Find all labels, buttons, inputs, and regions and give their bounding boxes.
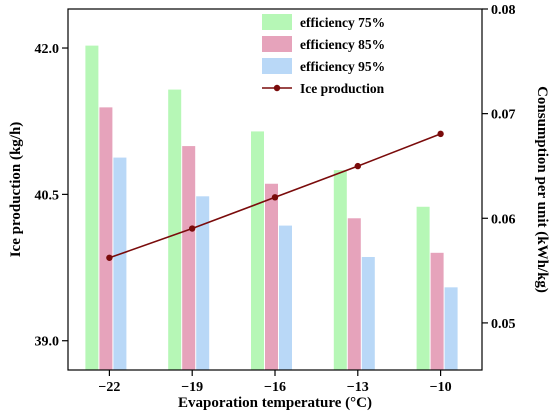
legend-label-efficiency-95-: efficiency 95% bbox=[300, 59, 385, 74]
bar-efficiency-85--0 bbox=[99, 107, 113, 370]
ice-production-point-2 bbox=[271, 194, 279, 201]
y-left-axis-title: Ice production (kg/h) bbox=[8, 122, 24, 258]
bar-efficiency-75--0 bbox=[85, 45, 99, 370]
bar-efficiency-95--2 bbox=[279, 225, 292, 370]
legend-label-efficiency-75-: efficiency 75% bbox=[300, 15, 385, 30]
bar-efficiency-95--1 bbox=[196, 196, 210, 370]
legend-marker-ice-production bbox=[273, 84, 281, 92]
x-axis-title: Evaporation temperature (°C) bbox=[178, 395, 372, 411]
x-tick-label-0: −22 bbox=[98, 380, 120, 395]
y-right-tick-label-2: 0.07 bbox=[491, 108, 516, 123]
y-right-tick-label-1: 0.06 bbox=[491, 212, 516, 227]
x-tick-label-2: −16 bbox=[264, 380, 286, 395]
legend-label-ice-production: Ice production bbox=[300, 81, 385, 96]
y-left-tick-label-1: 40.5 bbox=[35, 188, 60, 203]
x-tick-label-3: −13 bbox=[347, 380, 369, 395]
ice-production-point-3 bbox=[354, 162, 361, 170]
bar-efficiency-85--1 bbox=[182, 146, 196, 370]
bar-efficiency-75--4 bbox=[416, 206, 430, 370]
bar-efficiency-95--3 bbox=[361, 256, 375, 370]
y-left-tick-label-2: 42.0 bbox=[35, 42, 60, 57]
bar-efficiency-85--2 bbox=[265, 183, 278, 370]
bar-efficiency-95--4 bbox=[444, 287, 458, 370]
ice-production-point-0 bbox=[106, 254, 113, 261]
y-right-tick-label-0: 0.05 bbox=[491, 317, 516, 332]
x-tick-label-1: −19 bbox=[181, 380, 203, 395]
y-right-tick-label-3: 0.08 bbox=[491, 3, 516, 18]
ice-production-point-1 bbox=[189, 225, 196, 232]
bar-efficiency-85--4 bbox=[430, 252, 444, 370]
legend-swatch-efficiency-95- bbox=[262, 58, 292, 74]
legend-swatch-efficiency-75- bbox=[262, 14, 292, 30]
bar-efficiency-75--3 bbox=[333, 170, 347, 370]
bar-efficiency-85--3 bbox=[347, 218, 361, 370]
y-left-tick-label-0: 39.0 bbox=[35, 335, 60, 350]
legend-label-efficiency-85-: efficiency 85% bbox=[300, 37, 385, 52]
bar-efficiency-75--2 bbox=[251, 131, 264, 370]
ice-production-point-4 bbox=[437, 130, 444, 138]
bar-efficiency-75--1 bbox=[168, 89, 182, 370]
y-right-axis-title: Consumption per unit (kWh/kg) bbox=[534, 86, 550, 293]
legend-swatch-efficiency-85- bbox=[262, 36, 292, 52]
bar-efficiency-95--0 bbox=[113, 157, 127, 370]
x-tick-label-4: −10 bbox=[430, 380, 452, 395]
